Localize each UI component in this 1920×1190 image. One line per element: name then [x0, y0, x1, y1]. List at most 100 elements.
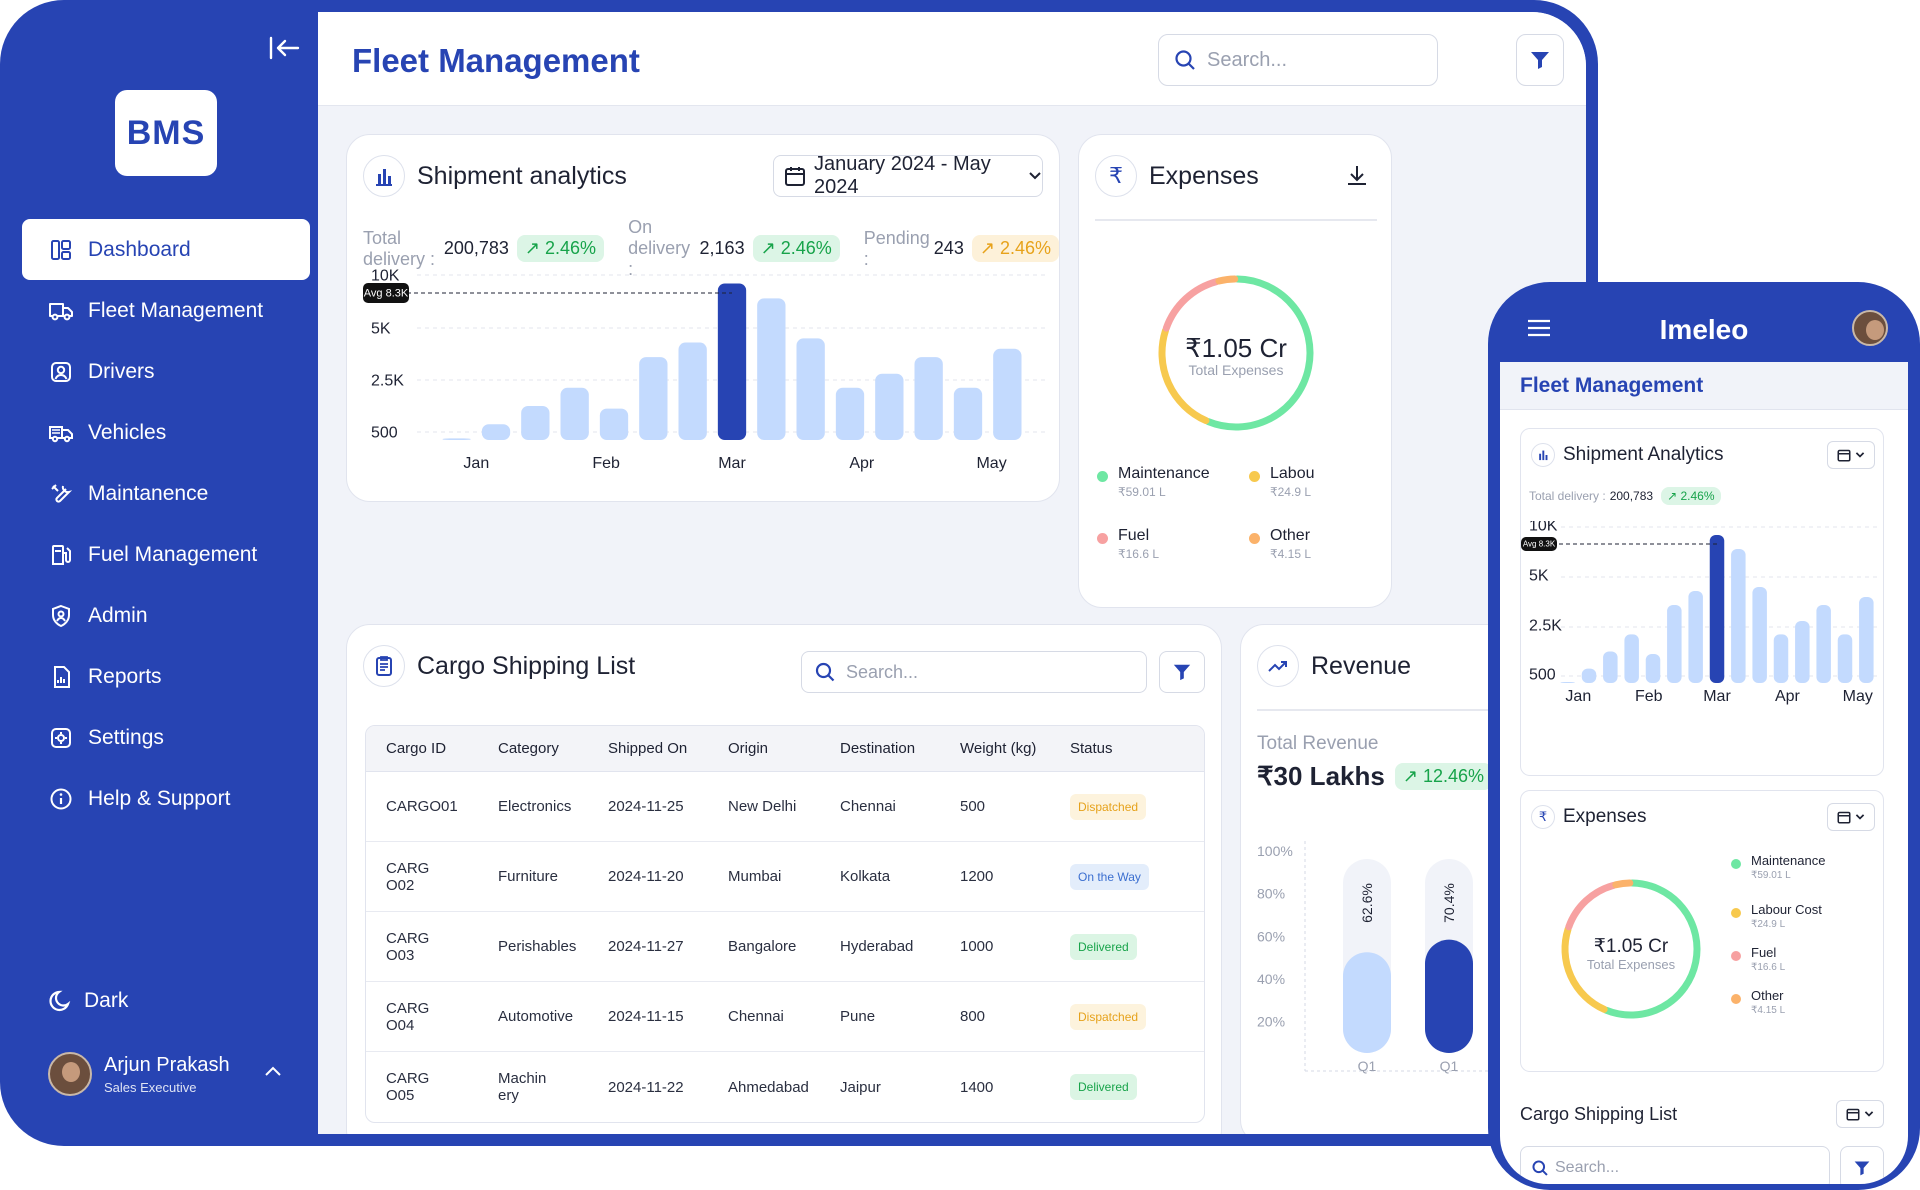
legend-value: ₹4.15 L	[1751, 1005, 1786, 1016]
sidebar-item-vehicles[interactable]: Vehicles	[22, 402, 310, 463]
gear-icon	[48, 725, 74, 751]
table-row[interactable]: CARG O04 Automotive 2024-11-15 Chennai P…	[366, 982, 1204, 1052]
chevron-up-icon[interactable]	[264, 1064, 282, 1082]
mobile-cargo-date-select[interactable]	[1836, 1100, 1884, 1128]
chart-bar	[1752, 587, 1767, 683]
col-header[interactable]: Status	[1070, 740, 1113, 757]
col-header[interactable]: Origin	[728, 740, 769, 757]
legend-dot	[1249, 533, 1260, 544]
cell-shipped-on: 2024-11-27	[608, 938, 684, 955]
mobile-date-select[interactable]	[1827, 441, 1875, 469]
donut-center-label: Total Expenses	[1189, 362, 1284, 378]
shield-icon	[48, 603, 74, 629]
col-header[interactable]: Destination	[840, 740, 916, 757]
filter-icon	[1529, 49, 1551, 71]
search-placeholder: Search...	[846, 661, 919, 682]
mobile-search-input[interactable]: Search...	[1520, 1146, 1830, 1184]
mobile-expenses-date-select[interactable]	[1827, 803, 1875, 831]
info-icon	[48, 786, 74, 812]
legend-value: ₹24.9 L	[1270, 485, 1311, 499]
calendar-icon	[1846, 1107, 1860, 1121]
table-row[interactable]: CARG O05 Machin ery 2024-11-22 Ahmedabad…	[366, 1052, 1204, 1122]
chart-bar	[1688, 591, 1703, 683]
stat-value: 2,163	[699, 238, 745, 258]
card-title: Revenue	[1311, 651, 1412, 680]
sidebar-item-maintenance[interactable]: Maintanence	[22, 463, 310, 524]
download-icon[interactable]	[1345, 163, 1369, 192]
mobile-filter-button[interactable]	[1840, 1146, 1884, 1184]
revenue-value: ₹30 Lakhs	[1257, 761, 1385, 791]
donut-slice	[1565, 881, 1618, 931]
chart-bar	[796, 338, 825, 440]
y-tick-label: 80%	[1257, 886, 1285, 902]
col-header[interactable]: Cargo ID	[386, 740, 447, 757]
revenue-bar-chart: 100% 80% 60% 40% 20% 62.6% Q1 70.4% Q1	[1257, 841, 1579, 1074]
y-tick-label: 5K	[1529, 567, 1549, 584]
chart-bar	[1624, 634, 1639, 683]
sidebar-item-admin[interactable]: Admin	[22, 585, 310, 646]
sidebar-item-dashboard[interactable]: Dashboard	[22, 219, 310, 280]
x-tick-label: Jan	[1565, 688, 1591, 705]
search-input[interactable]: Search...	[1158, 34, 1438, 86]
cell-cargo-id: CARGO01	[386, 798, 458, 815]
main-content: Fleet Management Search... Shipment anal…	[318, 12, 1586, 1134]
col-header[interactable]: Category	[498, 740, 559, 757]
sidebar-item-drivers[interactable]: Drivers	[22, 341, 310, 402]
chart-bar	[560, 387, 589, 440]
mobile-avatar[interactable]	[1852, 310, 1888, 346]
col-header[interactable]: Weight (kg)	[960, 740, 1037, 757]
legend-maintenance: Maintenance ₹59.01 L	[1731, 853, 1825, 881]
cell-shipped-on: 2024-11-25	[608, 798, 684, 815]
tools-icon	[48, 481, 74, 507]
moon-icon	[48, 988, 74, 1014]
chart-bar	[442, 438, 471, 440]
hamburger-menu-icon[interactable]	[1526, 318, 1552, 343]
cargo-filter-button[interactable]	[1159, 651, 1205, 693]
arrow-up-right-icon: ↗	[1402, 766, 1418, 786]
trend-badge: ↗ 2.46%	[516, 235, 605, 262]
table-row[interactable]: CARGO01 Electronics 2024-11-25 New Delhi…	[366, 772, 1204, 842]
cell-weight: 1200	[960, 868, 994, 885]
cell-category: Electronics	[498, 798, 572, 815]
cell-category: Machin ery	[498, 1070, 547, 1104]
donut-slice	[1215, 275, 1239, 285]
search-icon	[1173, 48, 1197, 72]
chart-bar	[914, 357, 943, 440]
legend-label: Maintenance	[1118, 465, 1210, 482]
page-title: Fleet Management	[352, 42, 640, 79]
theme-toggle[interactable]: Dark	[48, 988, 128, 1014]
collapse-sidebar-icon[interactable]	[266, 30, 302, 66]
cell-category: Furniture	[498, 868, 559, 885]
card-title: Expenses	[1563, 806, 1647, 827]
table-row[interactable]: CARG O02 Furniture 2024-11-20 Mumbai Kol…	[366, 842, 1204, 912]
cell-category: Automotive	[498, 1008, 574, 1025]
cell-status: Dispatched	[1050, 1003, 1200, 1030]
cell-status: Delivered	[1050, 933, 1200, 960]
average-label: Avg 8.3K	[364, 288, 409, 300]
col-header[interactable]: Shipped On	[608, 740, 688, 757]
sidebar-item-help-support[interactable]: Help & Support	[22, 768, 310, 829]
bar-value-label: 62.6%	[1359, 883, 1375, 923]
table-row[interactable]: CARG O03 Perishables 2024-11-27 Bangalor…	[366, 912, 1204, 982]
cargo-search-input[interactable]: Search...	[801, 651, 1147, 693]
date-range-select[interactable]: January 2024 - May 2024	[773, 153, 1043, 198]
card-title: Cargo Shipping List	[417, 651, 636, 680]
cell-origin: Mumbai	[728, 868, 782, 885]
legend-dot	[1249, 471, 1260, 482]
chart-bar	[993, 348, 1022, 440]
trend-value: 2.46%	[1680, 489, 1715, 503]
user-profile[interactable]: Arjun Prakash Sales Executive	[48, 1052, 230, 1096]
card-title: Expenses	[1149, 161, 1259, 190]
chart-bar	[1343, 952, 1391, 1053]
cell-weight: 1400	[960, 1078, 994, 1096]
sidebar-item-settings[interactable]: Settings	[22, 707, 310, 768]
mobile-expenses-card: ₹ Expenses ₹1.05 Cr Total Expenses Mainte…	[1520, 790, 1884, 1072]
filter-button[interactable]	[1516, 34, 1564, 86]
chart-bar	[835, 387, 865, 440]
cell-destination: Hyderabad	[840, 938, 914, 955]
sidebar-item-label: Fuel Management	[88, 542, 258, 566]
sidebar-item-fleet-management[interactable]: Fleet Management	[22, 280, 310, 341]
sidebar-item-fuel-management[interactable]: Fuel Management	[22, 524, 310, 585]
sidebar-item-reports[interactable]: Reports	[22, 646, 310, 707]
brand-logo[interactable]: BMS	[115, 90, 217, 176]
